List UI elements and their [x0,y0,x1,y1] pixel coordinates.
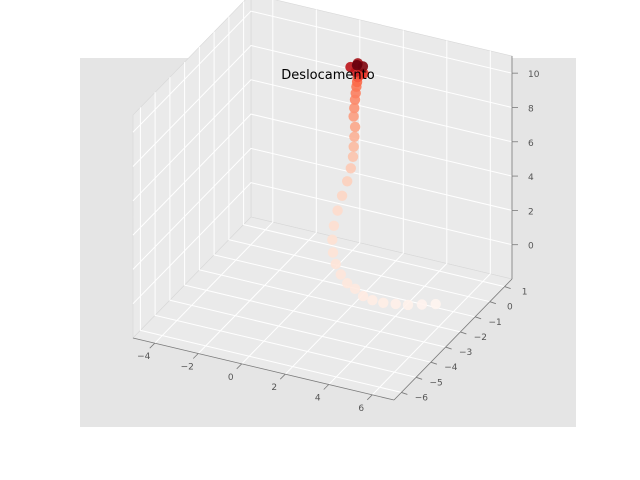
y-axis-ticks: −6−5−4−3−2−1 01 [401,286,528,403]
grid-line-x [154,0,274,344]
y-tick-label: −4 [444,363,458,373]
y-tick-label: −6 [415,393,429,403]
y-tick-label: −1 [488,318,501,328]
y-tick-label: 0 [507,303,513,313]
z-tick-label: 4 [528,173,534,183]
data-point [332,205,343,216]
x-axis-line [132,337,395,401]
z-axis-ticks: 0 2 4 6 8 10 [512,70,540,252]
grid-line-x [284,30,404,375]
x-axis-ticks: −4 −2 0 2 4 6 [137,342,373,414]
x-tick-mark [279,373,286,380]
z-tick-label: 10 [528,70,540,80]
grid-line-y [228,16,491,303]
data-point [335,269,346,280]
z-tick-label: 2 [528,207,534,217]
x-tick-label: 2 [271,383,277,393]
y-tick-mark [445,346,452,350]
data-point [430,298,441,310]
data-point [336,190,348,201]
data-point [347,151,359,162]
grid-line-y [213,31,476,318]
grid-line-z [132,44,513,167]
y-tick-mark [460,331,467,335]
data-point [390,298,401,310]
x-tick-label: −2 [181,363,194,373]
grid-line-y [243,1,505,288]
grid-line-y [154,92,417,378]
y-tick-mark [401,392,408,395]
x-tick-mark [323,384,330,390]
data-point [349,283,361,294]
grid-line-y [184,62,446,348]
z-tick-label: 8 [528,104,534,114]
data-point [349,102,360,114]
x-tick-label: 0 [228,373,234,383]
data-point [348,141,359,152]
x-tick-mark [192,353,199,359]
data-point [327,247,339,258]
data-point [402,299,414,311]
data-point [357,290,369,302]
x-tick-label: −4 [137,352,151,362]
y-axis-line [393,278,513,401]
data-point [345,163,356,174]
y-tick-mark [430,361,438,365]
y-tick-mark [489,301,497,305]
grid-line-z [132,182,513,305]
grid-line-y [198,46,461,333]
data-point [351,59,363,71]
axis-lines [132,56,513,401]
y-tick-mark [415,376,423,380]
grid-line-z [132,147,513,270]
data-point [367,295,378,306]
y-tick-label: 1 [522,288,528,298]
data-point [349,121,361,133]
x-tick-label: 4 [315,394,321,404]
grid-line-y [169,77,432,363]
z-tick-label: 0 [528,242,534,252]
grid-line-z [132,113,513,236]
x-tick-mark [236,363,243,370]
data-point [327,234,338,245]
chart-title: Deslocamento [281,68,374,83]
data-point [416,299,428,310]
grid-lines [132,0,513,396]
data-point [342,176,353,187]
grid-line-x [197,9,317,354]
data-point [378,297,389,308]
grid-line-x [328,40,448,385]
y-tick-label: −5 [429,378,442,388]
y-tick-mark [474,316,482,320]
x-tick-mark [149,342,156,349]
grid-line-z [132,79,513,202]
data-point [330,258,341,270]
x-tick-mark [366,394,373,401]
z-tick-label: 6 [528,139,534,149]
y-tick-label: −2 [474,333,487,343]
data-point [348,111,359,122]
data-point [349,131,360,142]
data-point [328,220,340,231]
data-point [342,278,353,289]
x-tick-label: 6 [358,404,364,414]
grid-line-y [139,107,402,393]
scatter-points [327,58,441,311]
y-tick-label: −3 [459,348,472,358]
grid-line-z [132,10,513,133]
y-tick-mark [504,286,511,289]
grid-line-x [371,50,491,396]
